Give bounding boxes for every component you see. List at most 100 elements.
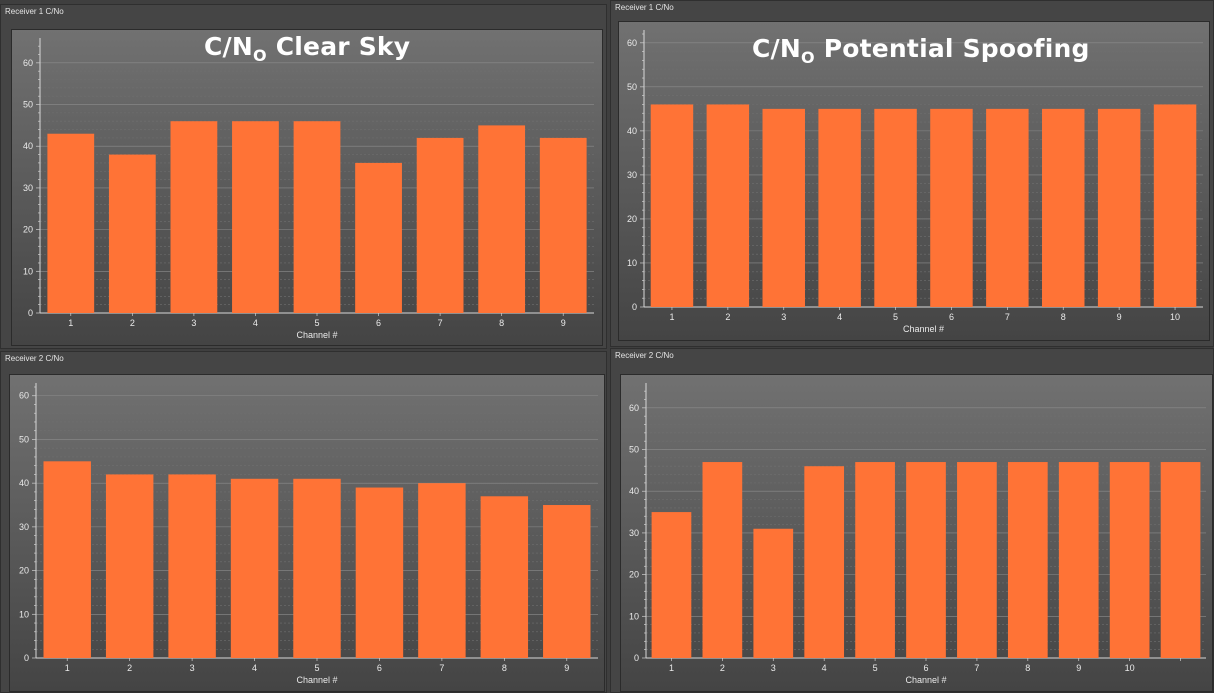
chart-area: 0 10 20 30 40 50 60 1 2 3 4 5 6 7 8 9 10 Channel # [620, 374, 1213, 692]
x-tick-label: 1 [68, 318, 73, 328]
bar-channel-10 [1109, 462, 1150, 658]
bar-chart: 0 10 20 30 40 50 60 1 2 3 4 5 6 7 8 9 Channel # [10, 375, 604, 691]
bar-channel-8 [478, 125, 526, 313]
panel-receiver2-potential-spoofing: Receiver 2 C/No 0 10 20 30 40 50 60 1 2 3 4 5 6 7 8 9 10… [610, 348, 1214, 693]
bar-channel-6 [930, 108, 973, 308]
bar-channel-9 [539, 137, 587, 313]
x-tick-label: 9 [561, 318, 566, 328]
x-axis-label: Channel # [905, 675, 946, 685]
x-axis-label: Channel # [296, 330, 337, 340]
x-tick-label: 1 [669, 312, 674, 322]
chart-area: 0 10 20 30 40 50 60 1 2 3 4 5 6 7 8 9 Channel # [9, 374, 605, 692]
x-tick-label: 10 [1125, 663, 1135, 673]
x-tick-label: 8 [1025, 663, 1030, 673]
x-tick-label: 6 [376, 318, 381, 328]
bar-channel-4 [818, 108, 861, 308]
bar-channel-2 [105, 474, 154, 658]
bar-channel-2 [108, 154, 156, 313]
x-tick-label: 3 [781, 312, 786, 322]
x-tick-label: 4 [822, 663, 827, 673]
overlay-title: C/NO Potential Spoofing [752, 34, 1090, 67]
x-tick-label: 1 [669, 663, 674, 673]
bar-channel-1 [650, 104, 694, 307]
bar-channel-8 [480, 496, 529, 658]
bar-channel-6 [906, 462, 946, 658]
bar-channel-1 [651, 512, 692, 658]
x-tick-label: 9 [564, 663, 569, 673]
x-tick-label: 7 [438, 318, 443, 328]
bar-channel-2 [706, 104, 750, 307]
y-tick-label: 0 [24, 653, 29, 663]
x-tick-label: 3 [190, 663, 195, 673]
y-tick-label: 40 [23, 141, 33, 151]
bar-channel-4 [230, 478, 279, 658]
x-tick-label: 5 [314, 318, 319, 328]
bar-channel-7 [416, 137, 464, 313]
panel-title: Receiver 1 C/No [5, 7, 64, 16]
bar-channel-4 [804, 466, 845, 658]
overlay-title-main: C/N [204, 32, 254, 61]
x-axis-label: Channel # [903, 324, 944, 334]
y-tick-label: 30 [19, 522, 29, 532]
x-tick-label: 8 [502, 663, 507, 673]
bar-channel-3 [762, 108, 805, 308]
overlay-title-subscript: O [253, 46, 267, 65]
y-tick-label: 0 [28, 308, 33, 318]
x-tick-label: 6 [377, 663, 382, 673]
x-tick-label: 6 [923, 663, 928, 673]
bar-channel-5 [293, 478, 341, 658]
bar-channel-5 [874, 108, 917, 308]
x-tick-label: 7 [974, 663, 979, 673]
bar-channel-3 [168, 474, 216, 658]
panel-receiver1-clear-sky: Receiver 1 C/No 0 10 20 30 40 50 60 1 2 3 4 5 6 7 8 9 Ch… [0, 4, 607, 349]
panel-title: Receiver 2 C/No [5, 354, 64, 363]
y-tick-label: 50 [19, 434, 29, 444]
bar-channel-1 [43, 461, 91, 658]
x-tick-label: 4 [252, 663, 257, 673]
overlay-title: C/NO Clear Sky [204, 32, 410, 65]
bar-channel-11 [1160, 462, 1201, 658]
bar-chart: 0 10 20 30 40 50 60 1 2 3 4 5 6 7 8 9 Channel # [12, 30, 602, 345]
y-tick-label: 20 [23, 225, 33, 235]
bar-channel-10 [1153, 104, 1197, 307]
bar-channel-6 [355, 162, 402, 313]
x-tick-label: 5 [893, 312, 898, 322]
bar-channel-7 [418, 483, 466, 658]
bar-channel-6 [355, 487, 404, 658]
x-tick-label: 7 [439, 663, 444, 673]
y-tick-label: 10 [19, 609, 29, 619]
y-tick-label: 10 [627, 258, 637, 268]
bar-channel-7 [986, 108, 1029, 308]
overlay-title-subscript: O [801, 48, 815, 67]
y-tick-label: 0 [634, 653, 639, 663]
bar-chart: 0 10 20 30 40 50 60 1 2 3 4 5 6 7 8 9 10 Channel # [619, 22, 1209, 340]
y-tick-label: 50 [629, 445, 639, 455]
x-tick-label: 5 [873, 663, 878, 673]
x-tick-label: 4 [253, 318, 258, 328]
x-tick-label: 7 [1005, 312, 1010, 322]
y-tick-label: 10 [629, 611, 639, 621]
bar-channel-5 [293, 121, 341, 313]
bar-channel-8 [1007, 462, 1048, 658]
bar-chart: 0 10 20 30 40 50 60 1 2 3 4 5 6 7 8 9 10 Channel # [621, 375, 1212, 691]
bar-channel-5 [855, 462, 895, 658]
x-tick-label: 3 [191, 318, 196, 328]
bar-channel-9 [1097, 108, 1141, 308]
x-tick-label: 2 [127, 663, 132, 673]
x-tick-label: 2 [720, 663, 725, 673]
y-tick-label: 40 [627, 126, 637, 136]
panel-title: Receiver 2 C/No [615, 351, 674, 360]
bar-channel-7 [957, 462, 997, 658]
overlay-title-main: C/N [752, 34, 802, 63]
bar-channel-9 [1058, 462, 1099, 658]
y-tick-label: 30 [23, 183, 33, 193]
y-tick-label: 20 [629, 570, 639, 580]
x-tick-label: 2 [130, 318, 135, 328]
x-tick-label: 5 [314, 663, 319, 673]
panel-title: Receiver 1 C/No [615, 3, 674, 12]
y-tick-label: 30 [627, 170, 637, 180]
x-tick-label: 1 [65, 663, 70, 673]
overlay-title-rest: Potential Spoofing [814, 34, 1090, 63]
x-tick-label: 2 [725, 312, 730, 322]
x-tick-label: 9 [1117, 312, 1122, 322]
